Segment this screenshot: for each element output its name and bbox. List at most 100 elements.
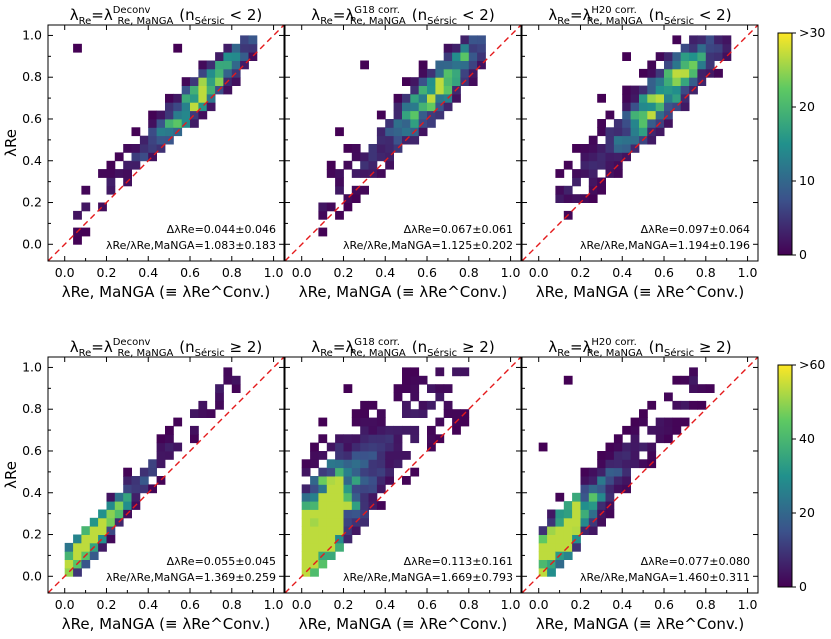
heatmap-cell xyxy=(435,68,445,78)
heatmap-cell xyxy=(156,442,166,452)
heatmap-cell xyxy=(572,542,581,552)
panel-top-middle: 0.0 0.2 0.4 0.6 0.8 1.0 λRe=λG18 corr. Re, MaNG… xyxy=(284,5,522,301)
heatmap-cell xyxy=(223,367,233,377)
colorbar-gradient xyxy=(777,32,793,256)
heatmap-cell xyxy=(555,559,565,569)
heatmap-cell xyxy=(73,551,82,560)
heatmap-cell xyxy=(393,93,403,103)
heatmap-cell xyxy=(689,384,698,393)
heatmap-cell xyxy=(580,492,590,502)
heatmap-cell xyxy=(215,77,224,86)
heatmap-cell xyxy=(402,425,411,435)
heatmap-cell xyxy=(443,52,453,61)
heatmap-cell xyxy=(697,43,707,53)
heatmap-cell xyxy=(613,135,623,145)
heatmap-cell xyxy=(477,35,486,45)
heatmap-cell xyxy=(655,93,665,103)
heatmap-cell xyxy=(335,177,344,187)
heatmap-cell xyxy=(165,425,174,435)
annotation-delta: ΔλRe=0.055±0.045 xyxy=(167,555,276,568)
x-tick-label: 0.0 xyxy=(55,597,75,612)
axes-frame xyxy=(47,356,285,594)
heatmap-cell xyxy=(452,425,461,435)
heatmap-cell xyxy=(588,177,598,187)
colorbar-tick-label: >30 xyxy=(799,25,825,40)
heatmap-cell xyxy=(301,559,311,569)
heatmap-cell xyxy=(622,152,631,162)
heatmap-cell xyxy=(318,467,328,477)
heatmap-cell xyxy=(443,102,453,112)
heatmap-cell xyxy=(468,35,478,45)
heatmap-cell xyxy=(580,152,590,162)
heatmap-cell xyxy=(148,110,157,120)
heatmap-cell xyxy=(198,77,208,86)
heatmap-cell xyxy=(335,542,344,552)
heatmap-cell xyxy=(680,43,690,53)
heatmap-cell xyxy=(639,442,648,452)
heatmap-cell xyxy=(655,127,665,137)
annotation-delta: ΔλRe=0.077±0.080 xyxy=(641,555,750,568)
heatmap-cell xyxy=(664,93,673,103)
heatmap-cell xyxy=(402,409,411,418)
heatmap-cell xyxy=(73,567,82,577)
heatmap-cell xyxy=(335,501,344,510)
heatmap-cell xyxy=(588,484,598,494)
heatmap-cell xyxy=(326,459,336,469)
heatmap-cell xyxy=(376,409,386,418)
heatmap-cell xyxy=(538,442,548,452)
heatmap-cell xyxy=(343,476,353,485)
heatmap-cell xyxy=(351,492,361,502)
heatmap-cell xyxy=(215,392,224,402)
heatmap-cell xyxy=(89,526,99,535)
heatmap-cell xyxy=(689,68,698,78)
heatmap-cell xyxy=(351,459,361,469)
heatmap-cell xyxy=(672,93,682,103)
heatmap-cell xyxy=(206,409,216,418)
heatmap-cell xyxy=(368,442,378,452)
annotation-ratio: λRe/λRe,MaNGA=1.125±0.202 xyxy=(343,239,513,252)
heatmap-cell xyxy=(231,375,241,385)
axes-frame xyxy=(521,24,759,262)
heatmap-cell xyxy=(393,392,403,402)
heatmap-cell xyxy=(588,194,598,203)
heatmap-cell xyxy=(672,68,682,78)
heatmap-cell xyxy=(572,144,581,153)
heatmap-cell xyxy=(318,227,328,237)
heatmap-cell xyxy=(223,60,233,70)
heatmap-cell xyxy=(376,467,386,477)
heatmap-cell xyxy=(385,442,394,452)
panel-title: λRe=λH20 corr. Re, MaNGA (nSérsic < 2) xyxy=(548,5,731,27)
heatmap-cell xyxy=(223,43,233,53)
heatmap-cell xyxy=(123,169,132,178)
heatmap-cell xyxy=(165,119,174,128)
heatmap-cell xyxy=(689,43,698,53)
heatmap-cell xyxy=(351,501,361,510)
heatmap-cell xyxy=(368,451,378,460)
heatmap-cell xyxy=(452,367,461,377)
heatmap-cell xyxy=(89,551,99,560)
heatmap-cell xyxy=(647,400,657,410)
heatmap-cell xyxy=(410,409,420,418)
heatmap-cell xyxy=(402,127,411,137)
heatmap-cell xyxy=(630,425,640,435)
heatmap-cell xyxy=(343,202,353,212)
heatmap-cell xyxy=(597,459,606,469)
heatmap-cell xyxy=(343,534,353,544)
heatmap-cell xyxy=(418,68,428,78)
panel-title: λRe=λDeconv Re, MaNGA (nSérsic < 2) xyxy=(70,5,263,27)
heatmap-cell xyxy=(452,52,461,61)
annotation-ratio: λRe/λRe,MaNGA=1.194±0.196 xyxy=(580,239,750,252)
heatmap-cell xyxy=(664,425,673,435)
heatmap-cell xyxy=(680,77,690,86)
x-tick-label: 0.8 xyxy=(696,597,716,612)
heatmap-cell xyxy=(123,501,132,510)
heatmap-cell xyxy=(622,476,631,485)
heatmap-cell xyxy=(563,501,573,510)
heatmap-cell xyxy=(318,534,328,544)
heatmap-cell xyxy=(73,542,82,552)
heatmap-cell xyxy=(622,127,631,137)
heatmap-cell xyxy=(689,60,698,70)
heatmap-cell xyxy=(173,93,183,103)
heatmap-cell xyxy=(672,35,682,45)
heatmap-cell xyxy=(360,434,369,444)
